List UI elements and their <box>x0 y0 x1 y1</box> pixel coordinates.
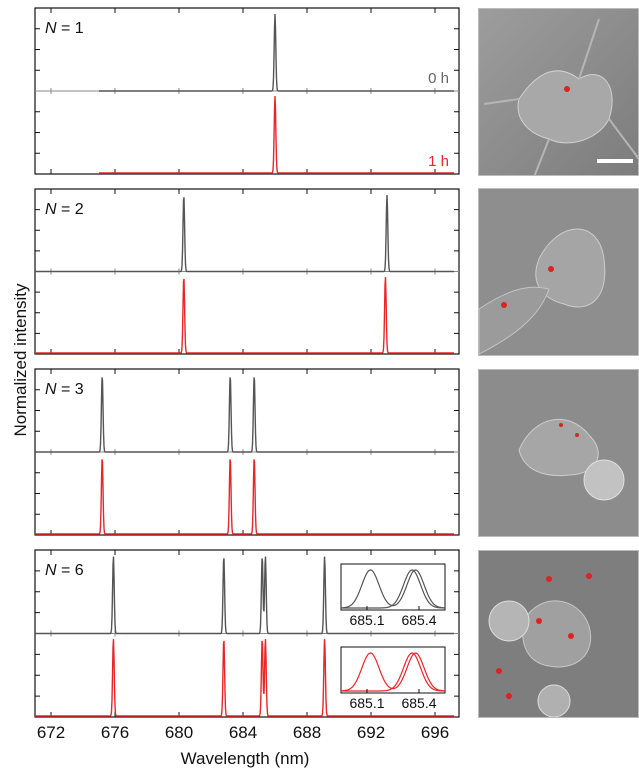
time-label-1h: 1 h <box>428 153 449 170</box>
inset-spectrum <box>341 652 445 692</box>
scale-bar <box>597 159 633 163</box>
spectrum-1h <box>35 639 454 717</box>
spectrum-0h <box>35 194 454 273</box>
spectrum-0h <box>35 556 454 635</box>
inset-spectrum <box>341 569 445 609</box>
x-tick-label: 688 <box>293 723 321 742</box>
spectrum-1h <box>99 95 454 174</box>
panel-n-label: N = 3 <box>45 381 84 398</box>
inset-tick-label: 685.1 <box>349 612 384 628</box>
panel-n-label: N = 2 <box>45 201 84 218</box>
x-tick-label: 684 <box>229 723 257 742</box>
panel-n-label: N = 6 <box>45 562 84 579</box>
inset-tick-label: 685.4 <box>401 612 436 628</box>
x-tick-label: 692 <box>357 723 385 742</box>
x-axis-label: Wavelength (nm) <box>181 749 310 768</box>
x-tick-label: 696 <box>421 723 449 742</box>
x-tick-label: 680 <box>165 723 193 742</box>
spectrum-1h <box>35 459 454 535</box>
cell-photo-3 <box>478 369 639 537</box>
spectrum-0h <box>35 377 454 453</box>
time-label-0h: 0 h <box>428 70 449 87</box>
spectra-plots: N = 1 0 h 1 h N = 2 N = 3 N = 6 685.1 685.4 685.… <box>34 7 460 742</box>
inset-tick-label: 685.4 <box>401 695 436 711</box>
spectrum-1h <box>35 277 454 354</box>
cell-photo-2 <box>478 188 639 356</box>
inset-tick-label: 685.1 <box>349 695 384 711</box>
cell-photo-4 <box>478 550 639 718</box>
inset-spectrum <box>341 652 445 692</box>
spectrum-0h <box>99 13 454 92</box>
panel-n-label: N = 1 <box>45 20 84 37</box>
x-tick-label: 672 <box>37 723 65 742</box>
x-tick-label: 676 <box>101 723 129 742</box>
cell-photo-1 <box>478 8 639 176</box>
y-axis-label: Normalized intensity <box>11 283 30 437</box>
inset-spectrum <box>341 569 445 609</box>
inset-frame <box>340 646 446 694</box>
inset-frame <box>340 563 446 611</box>
